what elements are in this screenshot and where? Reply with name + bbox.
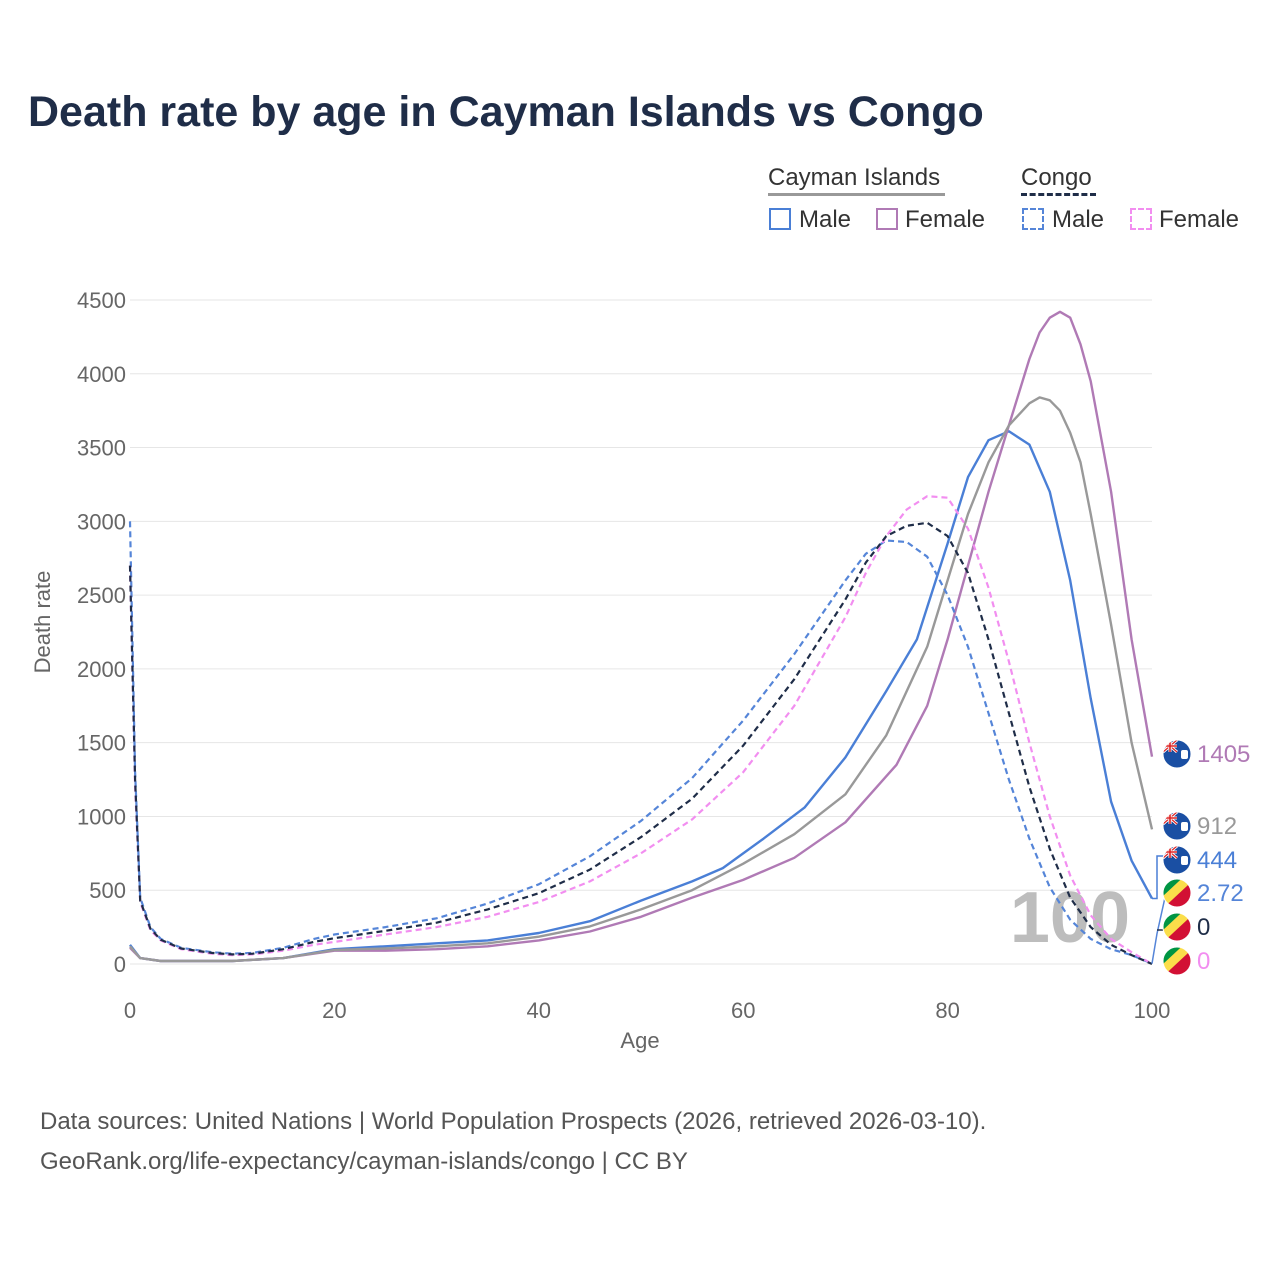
series-line-congo-total[interactable]	[128, 521, 1153, 966]
series-line-cayman-female[interactable]	[129, 310, 1154, 963]
end-label-value: 444	[1197, 847, 1237, 874]
legend-label-congo-female[interactable]: Female	[1159, 206, 1240, 233]
cayman-flag-icon	[1163, 740, 1191, 768]
legend-swatch-congo-male[interactable]	[1022, 208, 1044, 230]
legend-group-congo: Congo	[1021, 164, 1092, 191]
end-label-layer: 1405 912 444 2.72 0 0	[1151, 739, 1250, 976]
y-tick-label: 1000	[77, 804, 126, 829]
y-tick-label: 2000	[77, 657, 126, 682]
y-axis-label: Death rate	[30, 571, 55, 674]
x-axis-label: Age	[620, 1028, 659, 1053]
x-tick-label: 20	[322, 998, 346, 1023]
y-tick-label: 3000	[77, 509, 126, 534]
end-label-cayman-male: 444	[1162, 845, 1237, 875]
legend-group-congo-underline	[1021, 193, 1096, 196]
legend-label-cayman-female[interactable]: Female	[905, 206, 986, 233]
end-label-connector	[1151, 892, 1167, 964]
series-line-cayman-total[interactable]	[129, 396, 1154, 963]
series-line-cayman-male[interactable]	[129, 430, 1154, 963]
x-tick-label: 0	[124, 998, 136, 1023]
end-label-cayman-total: 912	[1162, 811, 1237, 841]
chart-title: Death rate by age in Cayman Islands vs C…	[28, 88, 984, 136]
y-tick-label: 4500	[77, 288, 126, 313]
x-tick-label: 100	[1134, 998, 1171, 1023]
legend-group-cayman: Cayman Islands	[768, 164, 941, 191]
end-label-cayman-female: 1405	[1162, 739, 1250, 769]
grid-layer: 0 500 1000 1500 2000 2500 3000 3500 4000 4500 0 20 4…	[77, 288, 1170, 1023]
x-tick-label: 80	[935, 998, 959, 1023]
source-line-2[interactable]: GeoRank.org/life-expectancy/cayman-islan…	[40, 1148, 688, 1175]
end-label-connector	[1152, 855, 1166, 900]
end-label-value: 0	[1197, 948, 1210, 975]
legend-swatch-cayman-male[interactable]	[769, 208, 791, 230]
end-label-value: 0	[1197, 914, 1210, 941]
series-line-congo-female[interactable]	[128, 495, 1153, 965]
y-tick-label: 2500	[77, 583, 126, 608]
legend-label-cayman-male[interactable]: Male	[799, 206, 852, 233]
legend-label-congo-male[interactable]: Male	[1052, 206, 1105, 233]
congo-flag-icon	[1163, 947, 1191, 975]
source-line-1: Data sources: United Nations | World Pop…	[40, 1108, 987, 1135]
y-tick-label: 1500	[77, 731, 126, 756]
y-tick-label: 4000	[77, 362, 126, 387]
legend-group-cayman-underline	[768, 193, 945, 196]
y-tick-label: 3500	[77, 436, 126, 461]
congo-flag-icon	[1163, 913, 1191, 941]
end-label-value: 912	[1197, 813, 1237, 840]
end-label-congo-female: 0	[1162, 946, 1210, 976]
y-tick-label: 0	[114, 952, 126, 977]
x-tick-label: 60	[731, 998, 755, 1023]
end-label-congo-total: 0	[1162, 912, 1210, 942]
series-layer	[128, 310, 1154, 966]
x-tick-label: 40	[527, 998, 551, 1023]
end-label-value: 2.72	[1197, 880, 1244, 907]
series-line-congo-male[interactable]	[128, 521, 1153, 965]
end-label-value: 1405	[1197, 741, 1250, 768]
y-tick-label: 500	[89, 878, 126, 903]
legend-swatch-cayman-female[interactable]	[876, 208, 898, 230]
end-label-congo-male: 2.72	[1162, 878, 1244, 908]
legend-swatch-congo-female[interactable]	[1130, 208, 1152, 230]
